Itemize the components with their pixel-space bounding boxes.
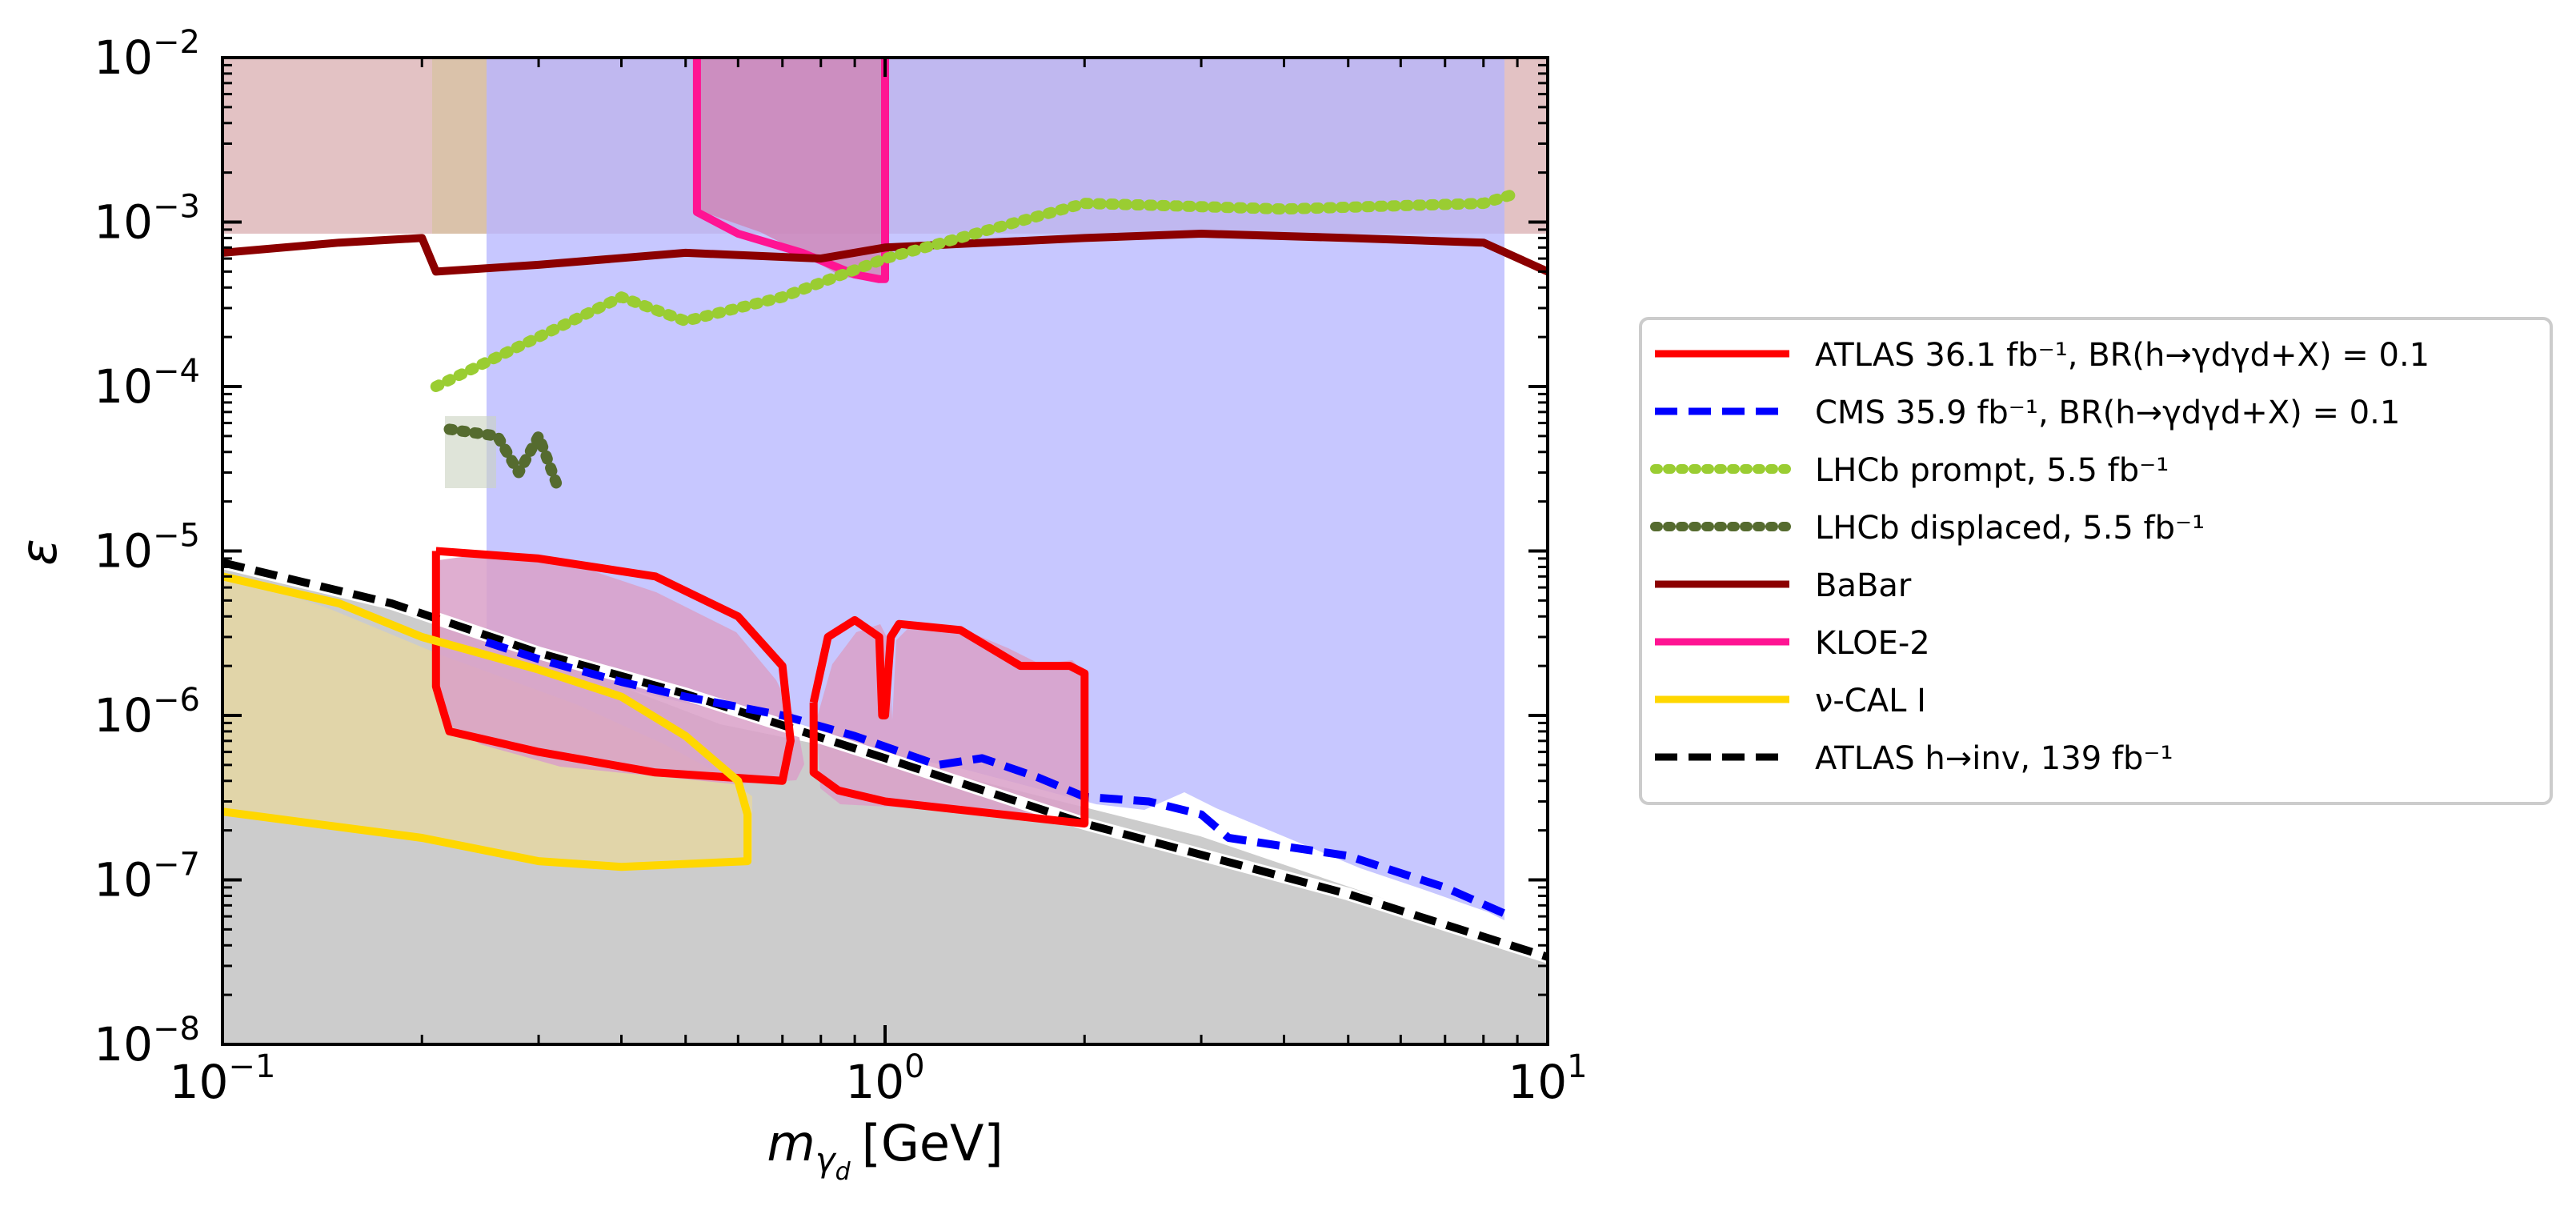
legend-label-lhcb_displaced: LHCb displaced, 5.5 fb⁻¹ bbox=[1815, 510, 2205, 547]
x-axis-label: mγd [GeV] bbox=[767, 1114, 1003, 1186]
region-atlas-low bbox=[439, 552, 804, 784]
y-tick-label: 10−5 bbox=[94, 518, 200, 579]
y-axis-label: ε bbox=[10, 539, 68, 566]
legend-box bbox=[1639, 317, 2553, 805]
series-line-nucal bbox=[222, 572, 752, 871]
y-tick-label: 10−4 bbox=[94, 353, 200, 414]
series-line-lhcb_prompt bbox=[430, 187, 1524, 392]
series-line-atlas bbox=[809, 615, 1089, 828]
series-line-lhcb_displaced bbox=[443, 423, 563, 491]
series-line-kloe bbox=[692, 58, 889, 283]
x-tick-label: 10−1 bbox=[170, 1048, 276, 1109]
x-axis: 10−1 100 101 bbox=[170, 58, 1588, 1109]
legend: ATLAS 36.1 fb⁻¹, BR(h→γdγd+X) = 0.1 CMS 3… bbox=[1639, 317, 2553, 805]
y-tick-label: 10−8 bbox=[94, 1011, 200, 1072]
y-tick-label: 10−2 bbox=[94, 24, 200, 85]
series-line-cms bbox=[484, 638, 1513, 920]
series-group bbox=[222, 58, 1548, 964]
region-yellow-strip bbox=[432, 58, 487, 234]
region-kloe bbox=[696, 58, 884, 280]
x-tick-label: 101 bbox=[1508, 1048, 1587, 1109]
y-tick-label: 10−3 bbox=[94, 189, 200, 250]
series-line-atlas bbox=[431, 547, 795, 785]
y-axis: 10−8 10−7 10−6 10−5 10−4 10−3 10−2 bbox=[94, 24, 1548, 1072]
legend-label-lhcb_prompt: LHCb prompt, 5.5 fb⁻¹ bbox=[1815, 452, 2169, 489]
x-tick-label: 100 bbox=[845, 1048, 924, 1109]
legend-label-atlas: ATLAS 36.1 fb⁻¹, BR(h→γdγd+X) = 0.1 bbox=[1815, 337, 2430, 374]
y-tick-label: 10−6 bbox=[94, 682, 200, 743]
series-line-babar bbox=[222, 230, 1548, 276]
legend-label-atlas_inv: ATLAS h→inv, 139 fb⁻¹ bbox=[1815, 740, 2173, 777]
legend-label-babar: BaBar bbox=[1815, 567, 1912, 604]
legend-label-nucal: ν-CAL I bbox=[1815, 683, 1926, 719]
y-tick-label: 10−7 bbox=[94, 847, 200, 907]
legend-label-cms: CMS 35.9 fb⁻¹, BR(h→γdγd+X) = 0.1 bbox=[1815, 395, 2400, 431]
legend-label-kloe: KLOE-2 bbox=[1815, 625, 1930, 662]
